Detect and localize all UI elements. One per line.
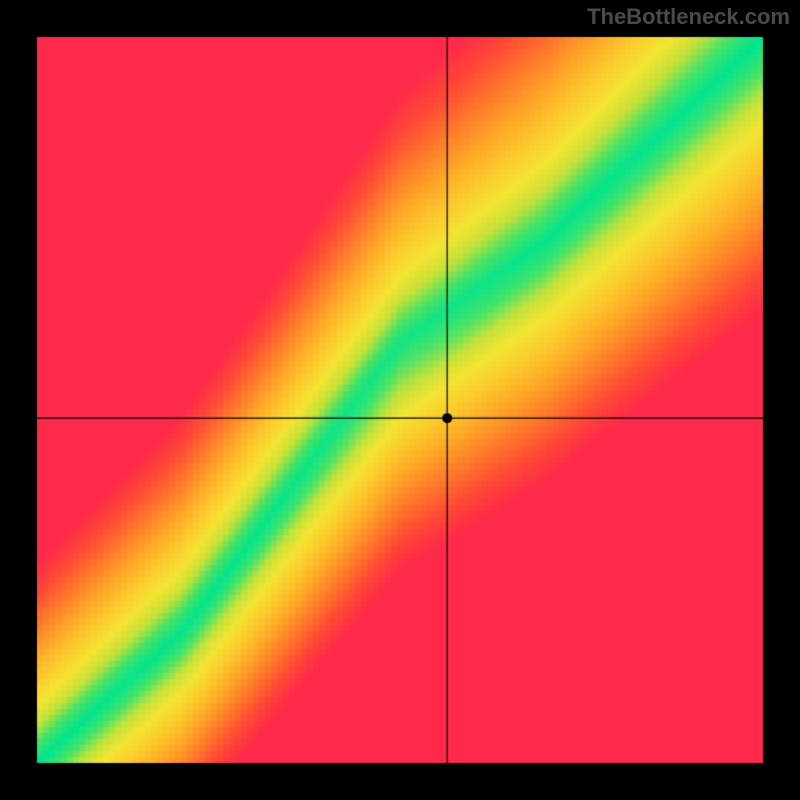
heatmap-canvas [0,0,800,800]
chart-stage: TheBottleneck.com [0,0,800,800]
